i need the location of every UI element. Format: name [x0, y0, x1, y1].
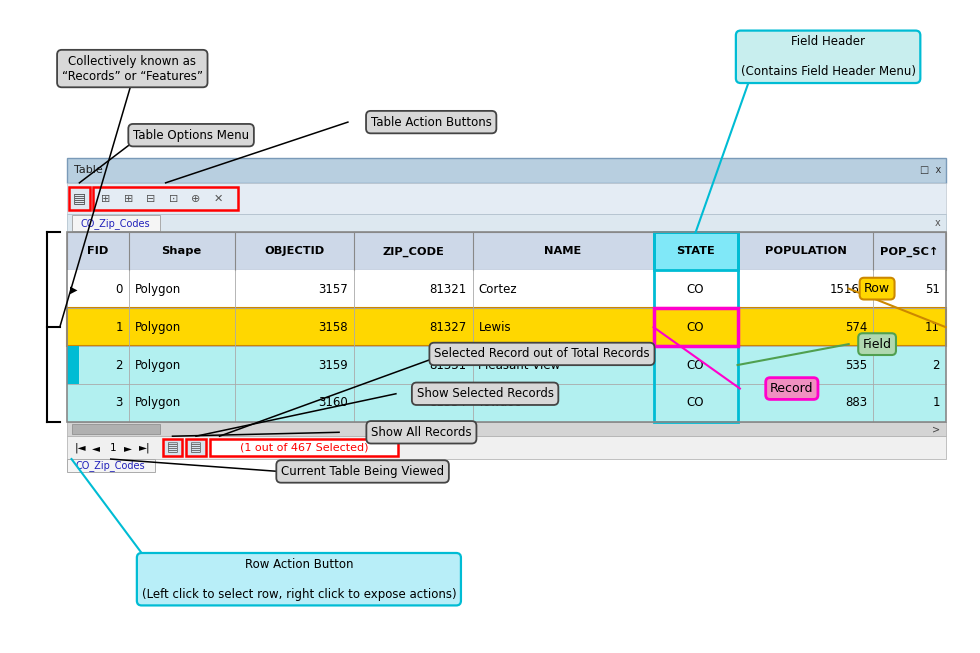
Text: Polygon: Polygon — [134, 396, 181, 409]
Text: Field: Field — [862, 338, 892, 351]
Text: Polygon: Polygon — [134, 358, 181, 372]
Text: 3157: 3157 — [318, 283, 348, 296]
Text: ✕: ✕ — [214, 193, 223, 204]
Text: ►: ► — [124, 443, 132, 453]
Text: CO_Zip_Codes: CO_Zip_Codes — [75, 460, 146, 471]
Text: Selected Record out of Total Records: Selected Record out of Total Records — [434, 347, 650, 360]
Text: 535: 535 — [846, 358, 867, 372]
FancyBboxPatch shape — [654, 232, 738, 270]
Text: |◄: |◄ — [74, 442, 86, 453]
Text: 51: 51 — [925, 283, 940, 296]
Text: 2: 2 — [116, 358, 122, 372]
FancyBboxPatch shape — [186, 439, 206, 456]
Text: 0: 0 — [116, 283, 122, 296]
FancyBboxPatch shape — [72, 215, 160, 231]
Text: Table: Table — [74, 165, 102, 176]
Text: FID: FID — [87, 246, 109, 257]
Text: 3159: 3159 — [318, 358, 348, 372]
Text: CO_Zip_Codes: CO_Zip_Codes — [80, 218, 151, 229]
Text: 1: 1 — [932, 396, 940, 409]
Text: Table Action Buttons: Table Action Buttons — [370, 116, 492, 129]
Text: Polygon: Polygon — [134, 283, 181, 296]
Text: Pleasant View: Pleasant View — [478, 358, 561, 372]
Text: Shape: Shape — [162, 246, 202, 257]
FancyBboxPatch shape — [67, 346, 946, 384]
FancyBboxPatch shape — [67, 436, 946, 459]
Text: 81334: 81334 — [429, 396, 466, 409]
Text: ►|: ►| — [139, 442, 151, 453]
Text: CO: CO — [687, 321, 705, 334]
Text: ⊟: ⊟ — [146, 193, 156, 204]
Text: Record: Record — [770, 382, 813, 395]
Text: STATE: STATE — [676, 246, 715, 257]
Text: ▤: ▤ — [73, 191, 86, 206]
Text: Row Action Button

(Left click to select row, right click to expose actions): Row Action Button (Left click to select … — [141, 558, 457, 601]
Text: x: x — [935, 218, 941, 229]
FancyBboxPatch shape — [67, 422, 946, 436]
FancyBboxPatch shape — [210, 439, 398, 456]
Text: Towaoc: Towaoc — [478, 396, 521, 409]
Text: POPULATION: POPULATION — [764, 246, 847, 257]
FancyBboxPatch shape — [67, 158, 946, 183]
Text: Field Header

(Contains Field Header Menu): Field Header (Contains Field Header Menu… — [741, 35, 915, 78]
Text: POP_SC↑: POP_SC↑ — [880, 246, 939, 257]
Text: ⊞: ⊞ — [123, 193, 133, 204]
Text: Show All Records: Show All Records — [371, 426, 471, 439]
Text: 3158: 3158 — [318, 321, 348, 334]
Text: ▤: ▤ — [167, 441, 178, 454]
FancyBboxPatch shape — [67, 183, 946, 214]
Text: Show Selected Records: Show Selected Records — [416, 387, 554, 400]
Text: Lewis: Lewis — [478, 321, 511, 334]
Text: Current Table Being Viewed: Current Table Being Viewed — [281, 465, 444, 478]
Text: Polygon: Polygon — [134, 321, 181, 334]
FancyBboxPatch shape — [67, 384, 946, 422]
FancyBboxPatch shape — [67, 232, 946, 270]
FancyBboxPatch shape — [67, 346, 79, 384]
FancyBboxPatch shape — [69, 187, 90, 210]
Text: Collectively known as
“Records” or “Features”: Collectively known as “Records” or “Feat… — [62, 55, 203, 82]
Text: NAME: NAME — [545, 246, 582, 257]
Text: ⊞: ⊞ — [101, 193, 111, 204]
Text: ◄: ◄ — [92, 443, 100, 453]
Text: Row: Row — [864, 282, 890, 295]
Text: >: > — [932, 424, 940, 434]
Text: ⊡: ⊡ — [169, 193, 178, 204]
Text: 883: 883 — [846, 396, 867, 409]
FancyBboxPatch shape — [72, 424, 160, 434]
Text: 81327: 81327 — [429, 321, 466, 334]
Text: 3160: 3160 — [318, 396, 348, 409]
Text: CO: CO — [687, 283, 705, 296]
Text: Table Options Menu: Table Options Menu — [133, 129, 249, 142]
Text: Cortez: Cortez — [478, 283, 517, 296]
Text: (1 out of 467 Selected): (1 out of 467 Selected) — [239, 443, 368, 453]
Text: 11: 11 — [925, 321, 940, 334]
Text: ▶: ▶ — [70, 284, 77, 295]
FancyBboxPatch shape — [163, 439, 182, 456]
Text: CO: CO — [687, 358, 705, 372]
Text: 81331: 81331 — [429, 358, 466, 372]
Text: 1: 1 — [116, 321, 122, 334]
Text: ZIP_CODE: ZIP_CODE — [382, 246, 444, 257]
Text: 81321: 81321 — [429, 283, 466, 296]
FancyBboxPatch shape — [67, 270, 946, 308]
Text: ▤: ▤ — [190, 441, 202, 454]
FancyBboxPatch shape — [67, 214, 946, 232]
Text: 15166: 15166 — [830, 283, 867, 296]
Text: CO: CO — [687, 396, 705, 409]
Text: 574: 574 — [845, 321, 867, 334]
Text: ⊕: ⊕ — [191, 193, 201, 204]
Text: □  x: □ x — [919, 165, 941, 176]
FancyBboxPatch shape — [67, 308, 946, 346]
Text: 3: 3 — [116, 396, 122, 409]
Text: OBJECTID: OBJECTID — [264, 246, 324, 257]
FancyBboxPatch shape — [67, 459, 155, 472]
FancyBboxPatch shape — [67, 308, 946, 346]
Text: 1: 1 — [110, 443, 116, 453]
Text: 2: 2 — [932, 358, 940, 372]
